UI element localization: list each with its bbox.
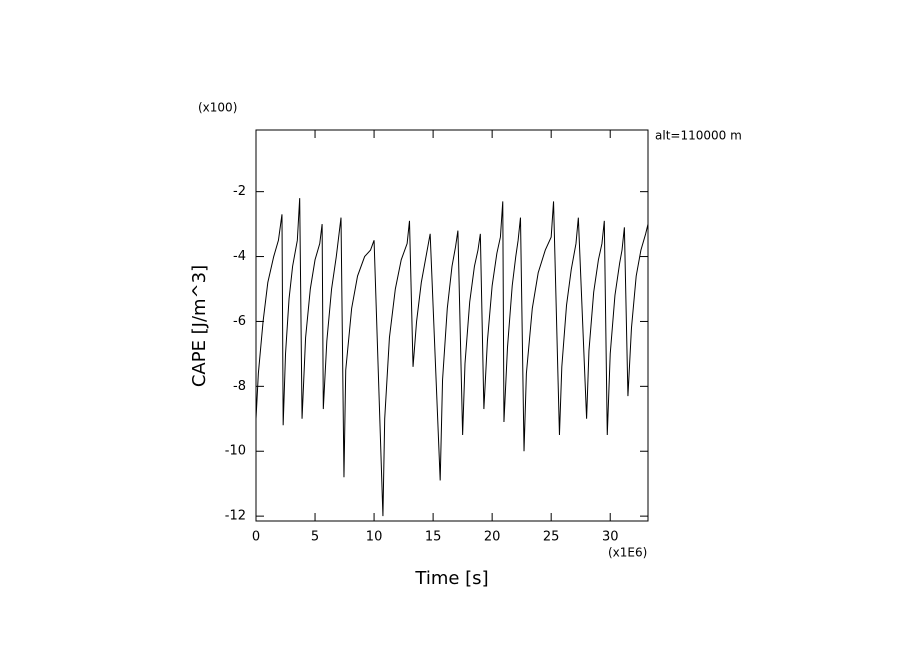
x-unit-label: (x1E6) (608, 546, 647, 560)
x-tick-label: 5 (311, 530, 319, 545)
x-tick-label: 25 (543, 530, 560, 545)
x-tick-label: 15 (425, 530, 442, 545)
data-line (255, 198, 649, 517)
x-tick-label: 30 (602, 530, 619, 545)
annotation: alt=110000 m (655, 129, 742, 143)
y-tick-label: -2 (233, 184, 246, 199)
y-axis-label: CAPE [J/m^3] (189, 265, 210, 387)
x-tick-label: 0 (252, 530, 260, 545)
x-axis-label: Time [s] (414, 568, 488, 589)
y-tick-label: -8 (233, 379, 246, 394)
x-tick-label: 10 (366, 530, 383, 545)
y-tick-label: -4 (233, 249, 246, 264)
y-unit-label: (x100) (198, 101, 237, 115)
x-tick-label: 20 (484, 530, 501, 545)
y-tick-label: -6 (233, 314, 246, 329)
y-tick-label: -12 (225, 509, 246, 524)
plot-frame (255, 129, 649, 522)
y-tick-label: -10 (225, 444, 246, 459)
